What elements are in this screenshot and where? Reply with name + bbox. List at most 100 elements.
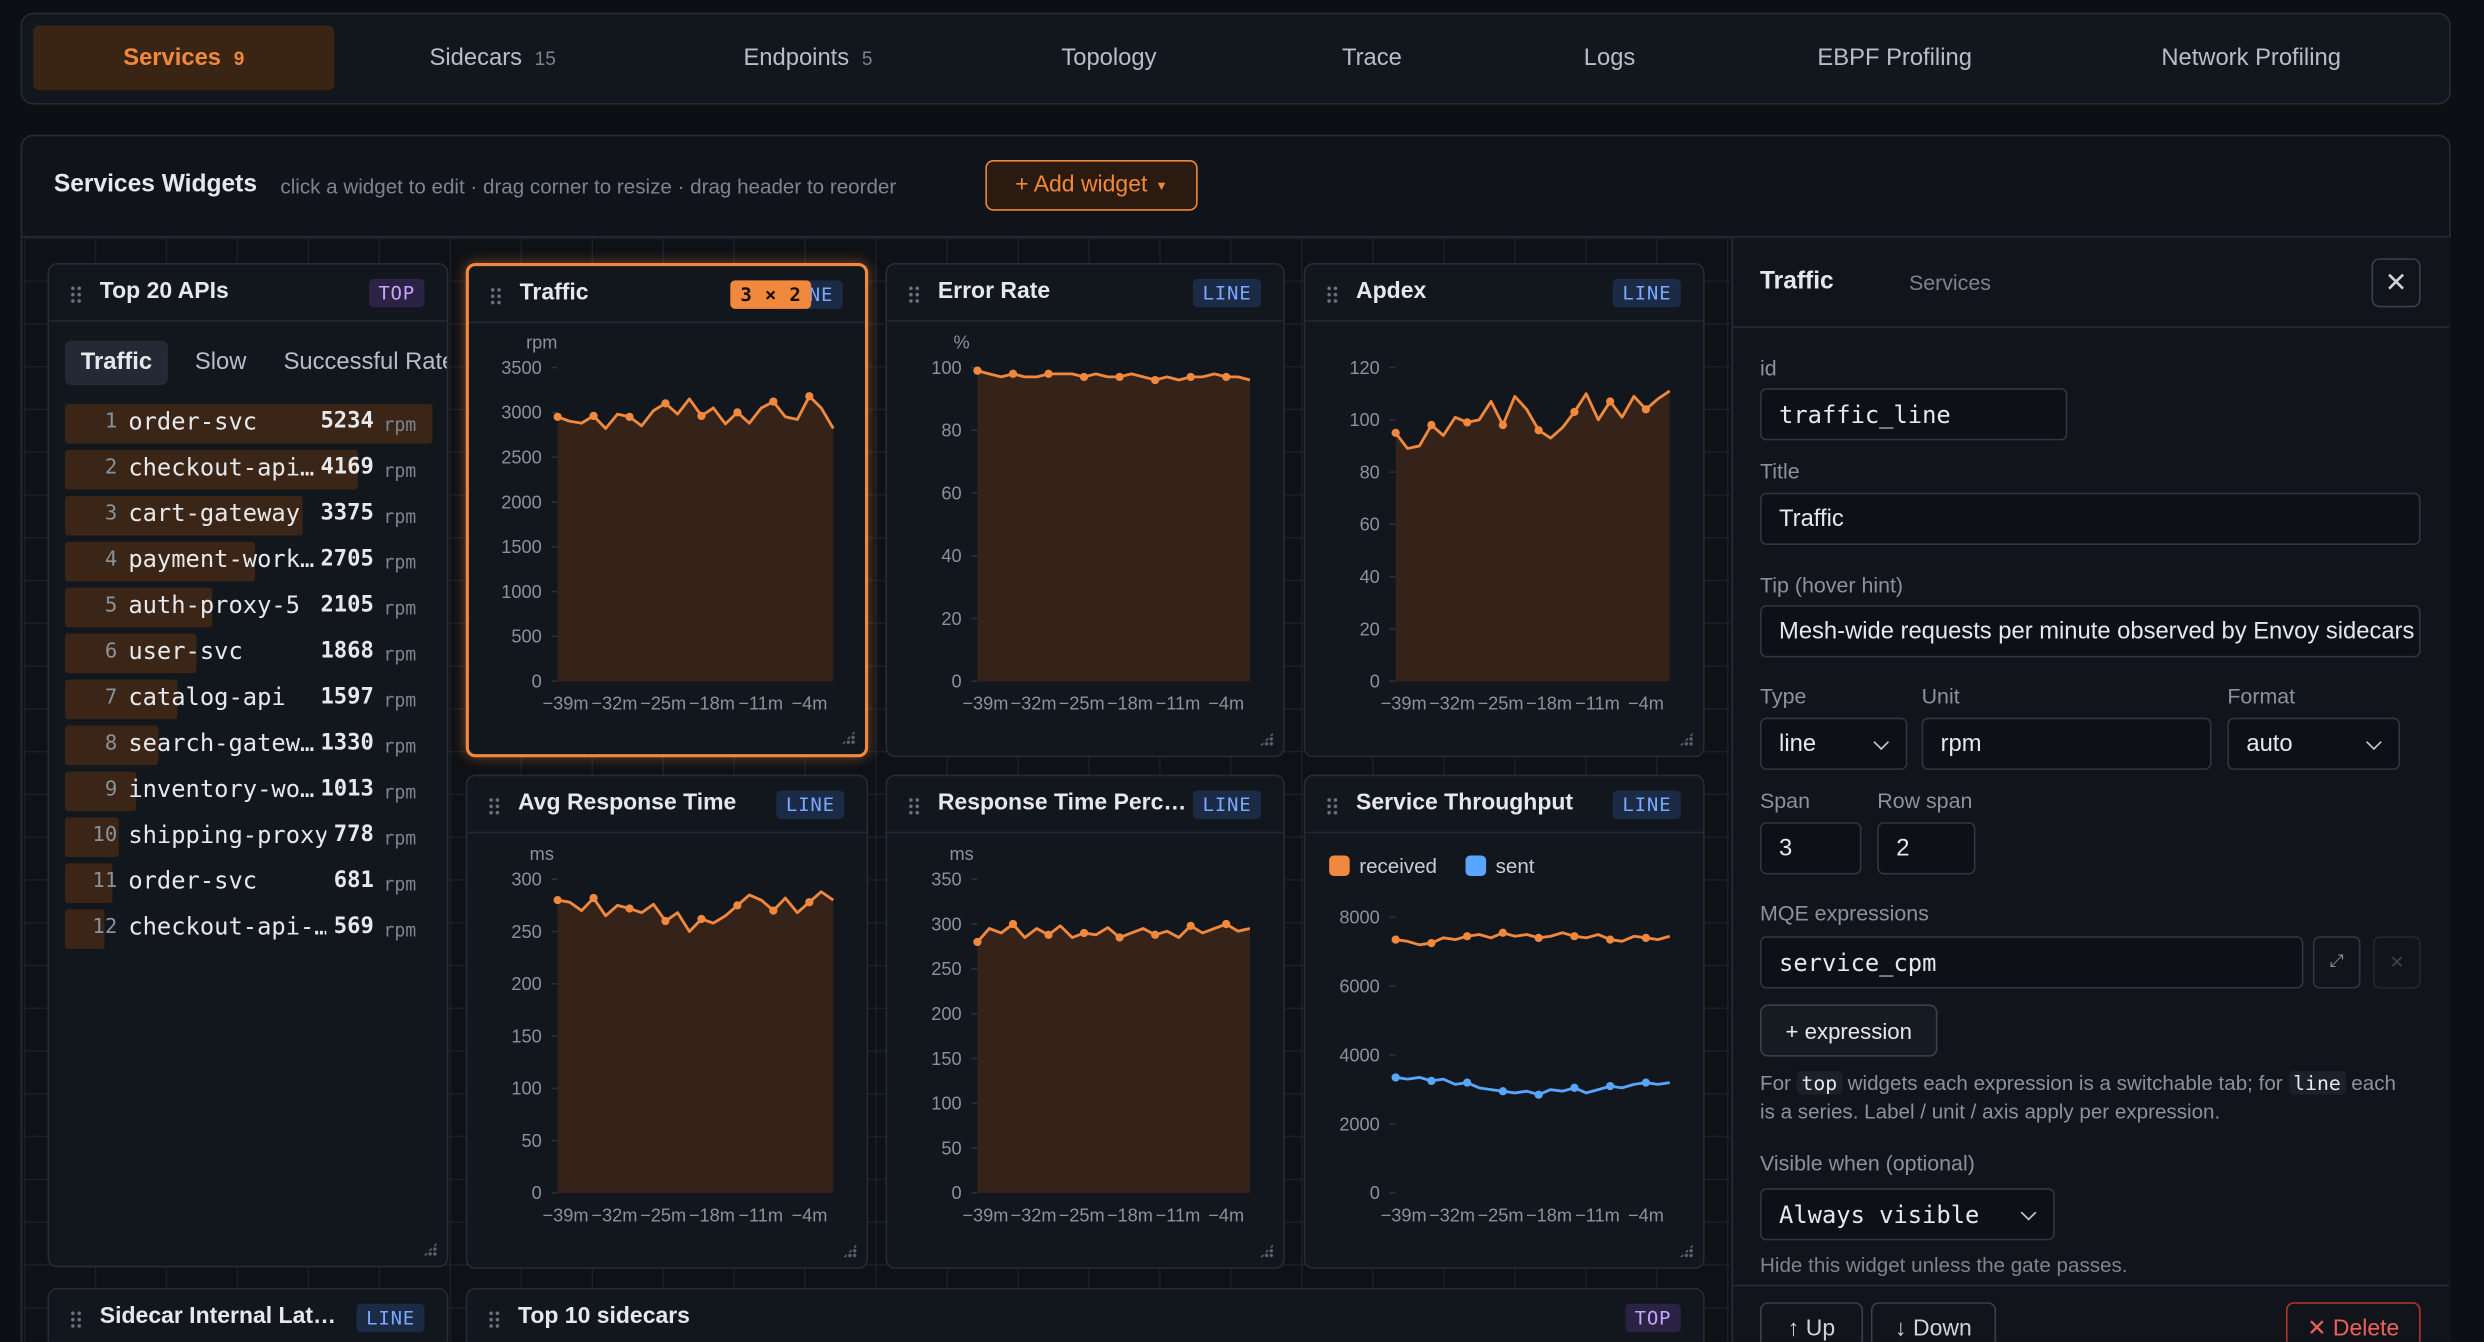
input-value: Always visible (1779, 1200, 1980, 1229)
select[interactable]: line (1760, 717, 1908, 770)
tab-count: 9 (233, 46, 245, 69)
add-widget-button[interactable]: + Add widget ▼ (985, 160, 1198, 211)
row-name: checkout-api… (128, 453, 315, 482)
text-input[interactable]: rpm (1921, 717, 2212, 770)
help-text: For top widgets each expression is a swi… (1760, 1069, 2410, 1126)
widget[interactable]: Service Throughput LINE (1303, 774, 1705, 1269)
field-label: Row span (1877, 788, 1973, 813)
text-input[interactable]: traffic_line (1760, 388, 2068, 441)
nav-tab[interactable]: Services 9 (33, 25, 335, 91)
input-value: rpm (1940, 730, 1982, 758)
row-name: cart-gateway (128, 499, 301, 528)
row-name: order-svc (128, 407, 258, 436)
select[interactable]: Always visible (1760, 1188, 2055, 1241)
text-input[interactable]: service_cpm (1760, 936, 2304, 989)
widget[interactable]: Top 20 APIs TOP Traffic Slow Successful Rate… (47, 262, 449, 1268)
row-unit: rpm (383, 413, 417, 436)
row-rank: 11 (92, 869, 118, 894)
tab-label: EBPF Profiling (1817, 44, 1972, 72)
row-unit: rpm (383, 551, 417, 574)
list-tab[interactable]: Traffic (64, 340, 168, 385)
editor-divider (1733, 326, 2450, 328)
row-unit: rpm (383, 689, 417, 712)
nav-tab[interactable]: Endpoints 5 (657, 25, 958, 90)
nav-tab[interactable]: Topology (958, 25, 1259, 90)
widget-badge: LINE (776, 790, 845, 820)
nav-tab[interactable]: Trace (1221, 25, 1522, 90)
footer-button[interactable]: ↓ Down (1870, 1302, 1997, 1342)
widget[interactable]: Avg Response Time LINE (465, 774, 869, 1269)
list-tab[interactable]: Successful Rate (283, 348, 449, 376)
text-input[interactable]: 3 (1760, 822, 1862, 875)
resize-handle (1679, 731, 1694, 747)
row-unit: rpm (383, 505, 417, 528)
input-value: Mesh-wide requests per minute observed b… (1779, 617, 2415, 645)
drag-handle (69, 1310, 83, 1330)
drag-handle (907, 285, 921, 305)
widgets-title: Services Widgets (53, 171, 258, 199)
text-input[interactable]: 2 (1877, 822, 1976, 875)
row-bar (64, 633, 197, 674)
widget-header (468, 266, 865, 324)
widget-header (49, 265, 447, 322)
help-part: widgets each expression is a switchable … (1841, 1070, 2289, 1095)
row-value: 4169 (320, 454, 374, 481)
nav-tab[interactable]: Logs (1459, 25, 1760, 90)
tab-count: 15 (534, 46, 556, 69)
footer-button[interactable]: ✕ Delete (2285, 1302, 2421, 1342)
row-name: user-svc (128, 636, 243, 666)
help-part: For (1760, 1070, 1797, 1095)
field-label: Title (1760, 459, 1800, 484)
nav-bar (20, 12, 2451, 105)
widget-title: Response Time Perc… (937, 790, 1187, 816)
widget-title: Service Throughput (1356, 790, 1574, 816)
row-bar (64, 679, 178, 720)
nav-tab[interactable]: Network Profiling (2101, 25, 2402, 90)
widget-title: Traffic (519, 280, 589, 306)
text-input[interactable]: Mesh-wide requests per minute observed b… (1760, 605, 2421, 658)
widget-badge: LINE (1193, 790, 1262, 820)
field-label: Visible when (optional) (1760, 1151, 1975, 1176)
nav-tab[interactable]: EBPF Profiling (1744, 25, 2045, 90)
size-badge: 3 × 2 (730, 280, 812, 309)
tab-label: Logs (1583, 44, 1636, 72)
add-widget-label: + Add widget (1015, 172, 1148, 199)
resize-handle (1259, 731, 1274, 747)
widget[interactable]: TrafficLINE3 × 2 (465, 262, 869, 758)
row-bar (64, 817, 120, 858)
row-rank: 12 (92, 915, 118, 940)
widget[interactable]: Error Rate LINE (885, 262, 1285, 758)
close-button[interactable]: ✕ (2371, 258, 2421, 308)
list-tab[interactable]: Slow (194, 348, 247, 376)
row-bar (64, 587, 213, 628)
nav-tab[interactable]: Sidecars 15 (342, 25, 643, 90)
footer-button[interactable]: ↑ Up (1760, 1302, 1864, 1342)
row-name: payment-work… (128, 544, 315, 574)
row-bar (64, 541, 255, 582)
row-name: inventory-wo… (128, 774, 315, 804)
text-input[interactable]: Traffic (1760, 492, 2421, 545)
chevron (1873, 734, 1890, 751)
panel-header-divider (22, 236, 2450, 238)
row-bar (64, 725, 159, 766)
row-rank: 3 (104, 502, 118, 526)
row-rank: 4 (104, 548, 118, 572)
widget[interactable]: Response Time Perc… LINE (885, 774, 1285, 1269)
row-rank: 1 (104, 410, 118, 435)
widget[interactable]: Apdex LINE (1303, 262, 1705, 758)
remove-button[interactable]: ✕ (2373, 936, 2421, 989)
widget[interactable]: Top 10 sidecars TOP (465, 1287, 1705, 1342)
widgets-hint: click a widget to edit · drag corner to … (280, 174, 897, 199)
widget-badge: TOP (368, 278, 425, 308)
resize-handle (842, 1243, 858, 1258)
add-expression-button[interactable]: + expression (1760, 1004, 1938, 1057)
resize-handle (1679, 1243, 1694, 1258)
widget[interactable]: Sidecar Internal Lat… LINE (47, 1287, 449, 1342)
widget-badge: LINE (356, 1303, 425, 1333)
editor-footer-divider (1733, 1284, 2450, 1287)
expand-button[interactable]: ⤢ (2312, 936, 2361, 989)
editor-title: Traffic (1760, 267, 1834, 295)
widget-title: Avg Response Time (518, 790, 737, 816)
input-value: Traffic (1779, 505, 1844, 533)
select[interactable]: auto (2227, 717, 2401, 770)
